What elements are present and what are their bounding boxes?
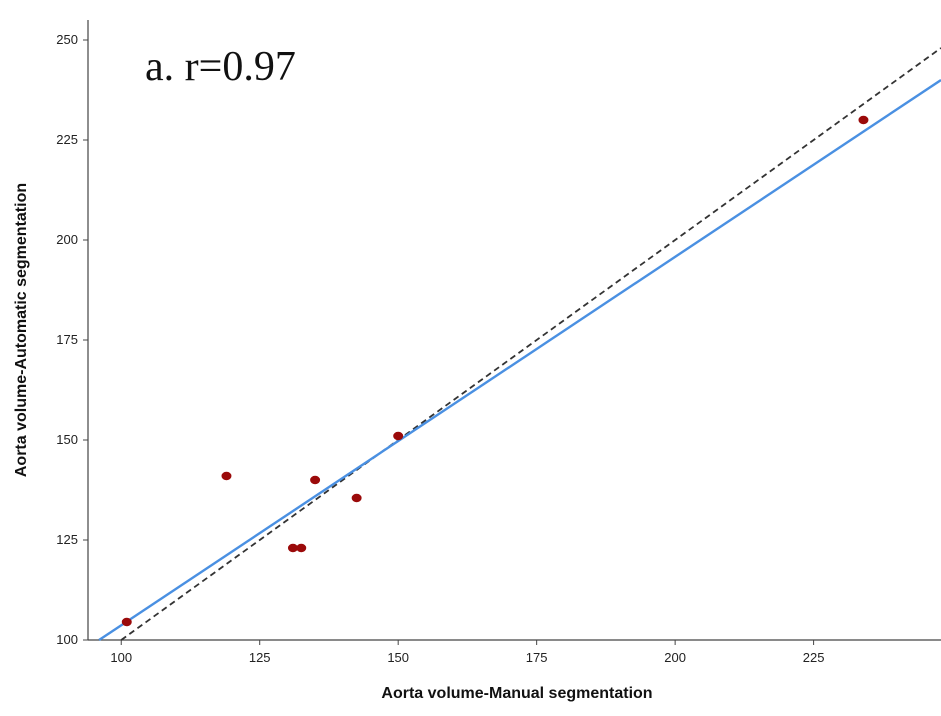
x-tick-label: 225 xyxy=(803,650,825,665)
x-tick-label: 200 xyxy=(664,650,686,665)
identity-line xyxy=(120,47,941,641)
y-tick-label: 100 xyxy=(56,632,78,647)
data-point xyxy=(351,493,362,503)
x-tick-label: 125 xyxy=(249,650,271,665)
data-point xyxy=(310,475,321,485)
y-axis-title: Aorta volume-Automatic segmentation xyxy=(13,183,30,477)
data-point xyxy=(858,115,869,125)
data-point xyxy=(221,471,232,481)
regression-line xyxy=(98,79,941,641)
y-tick-label: 125 xyxy=(56,532,78,547)
reference-lines xyxy=(98,47,941,641)
data-point xyxy=(393,431,404,441)
data-point xyxy=(296,543,307,553)
axes xyxy=(83,20,941,645)
data-points xyxy=(121,115,869,627)
tick-labels: 100 125 150 175 200 225 100 125 150 175 200 225 250 xyxy=(56,32,824,665)
y-tick-label: 150 xyxy=(56,432,78,447)
x-tick-label: 175 xyxy=(526,650,548,665)
x-axis-title: Aorta volume-Manual segmentation xyxy=(381,685,652,702)
y-tick-label: 225 xyxy=(56,132,78,147)
y-tick-label: 200 xyxy=(56,232,78,247)
data-point xyxy=(287,543,298,553)
x-tick-label: 100 xyxy=(110,650,132,665)
y-tick-label: 250 xyxy=(56,32,78,47)
data-point xyxy=(121,617,132,627)
x-tick-label: 150 xyxy=(387,650,409,665)
y-tick-label: 175 xyxy=(56,332,78,347)
correlation-annotation: a. r=0.97 xyxy=(145,44,296,90)
